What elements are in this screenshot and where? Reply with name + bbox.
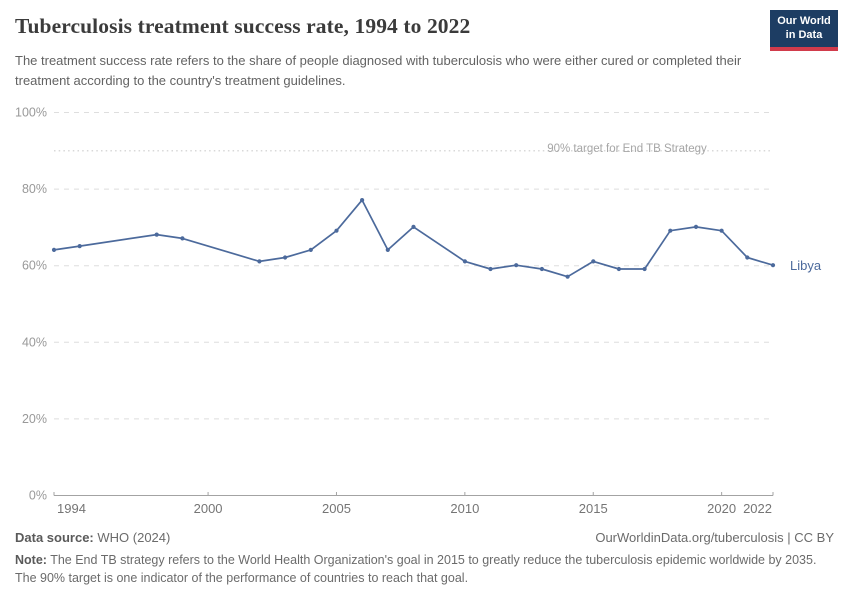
data-line-libya[interactable] bbox=[53, 199, 774, 278]
data-point-2012[interactable] bbox=[514, 263, 519, 268]
data-point-2022[interactable] bbox=[770, 263, 776, 268]
page-subtitle: The treatment success rate refers to the… bbox=[15, 53, 742, 88]
footnote-text: The End TB strategy refers to the World … bbox=[15, 553, 817, 586]
x-tick-label-2000: 2000 bbox=[194, 501, 223, 516]
x-tick-label-2022: 2022 bbox=[743, 501, 772, 516]
data-point-2008[interactable] bbox=[411, 224, 416, 229]
target-line-label: 90% target for End TB Strategy bbox=[547, 143, 707, 155]
data-point-2007[interactable] bbox=[385, 247, 390, 252]
data-point-2016[interactable] bbox=[616, 266, 622, 272]
y-tick-label-60: 60% bbox=[22, 259, 47, 273]
data-point-1998[interactable] bbox=[154, 232, 159, 237]
owid-logo: Our World in Data bbox=[770, 10, 838, 51]
data-point-2006[interactable] bbox=[360, 198, 365, 203]
data-point-2017[interactable] bbox=[642, 266, 647, 272]
data-point-2018[interactable] bbox=[668, 228, 673, 233]
x-tick-label-2015: 2015 bbox=[579, 501, 608, 516]
page-title: Tuberculosis treatment success rate, 199… bbox=[15, 14, 471, 38]
data-point-2020[interactable] bbox=[719, 228, 724, 233]
data-source: Data source: WHO (2024) bbox=[15, 530, 170, 545]
owid-logo-line1: Our World bbox=[777, 15, 831, 27]
y-tick-label-20: 20% bbox=[22, 412, 47, 426]
data-point-2005[interactable] bbox=[334, 228, 339, 233]
y-tick-label-40: 40% bbox=[22, 335, 47, 349]
data-point-1999[interactable] bbox=[180, 236, 185, 241]
footnote: Note: The End TB strategy refers to the … bbox=[15, 551, 817, 587]
footer-row: Data source: WHO (2024) OurWorldinData.o… bbox=[15, 530, 834, 545]
data-point-1995[interactable] bbox=[77, 244, 82, 249]
footnote-label: Note: bbox=[15, 553, 47, 567]
data-point-2015[interactable] bbox=[591, 259, 596, 264]
data-point-1994[interactable] bbox=[51, 247, 57, 252]
data-source-value: WHO (2024) bbox=[97, 530, 171, 545]
data-point-2002[interactable] bbox=[257, 259, 262, 264]
data-point-2010[interactable] bbox=[462, 259, 467, 264]
data-point-2021[interactable] bbox=[745, 255, 750, 260]
owid-logo-line2: in Data bbox=[785, 28, 823, 41]
data-point-2013[interactable] bbox=[539, 266, 545, 272]
x-tick-label-2005: 2005 bbox=[322, 501, 351, 516]
y-tick-label-80: 80% bbox=[22, 182, 47, 196]
data-point-2003[interactable] bbox=[283, 255, 288, 260]
data-point-2014[interactable] bbox=[565, 274, 570, 279]
y-tick-label-0: 0% bbox=[29, 489, 47, 503]
x-tick-label-2020: 2020 bbox=[707, 501, 736, 516]
x-tick-label-2010: 2010 bbox=[450, 501, 479, 516]
attribution-link[interactable]: OurWorldinData.org/tuberculosis | CC BY bbox=[595, 530, 834, 545]
data-point-2019[interactable] bbox=[693, 224, 699, 229]
series-label-libya[interactable]: Libya bbox=[790, 257, 822, 273]
data-source-label: Data source: bbox=[15, 530, 94, 545]
x-tick-label-1994: 1994 bbox=[57, 501, 86, 516]
data-point-2011[interactable] bbox=[488, 266, 493, 272]
data-point-2004[interactable] bbox=[308, 247, 313, 252]
y-tick-label-100: 100% bbox=[15, 106, 47, 120]
